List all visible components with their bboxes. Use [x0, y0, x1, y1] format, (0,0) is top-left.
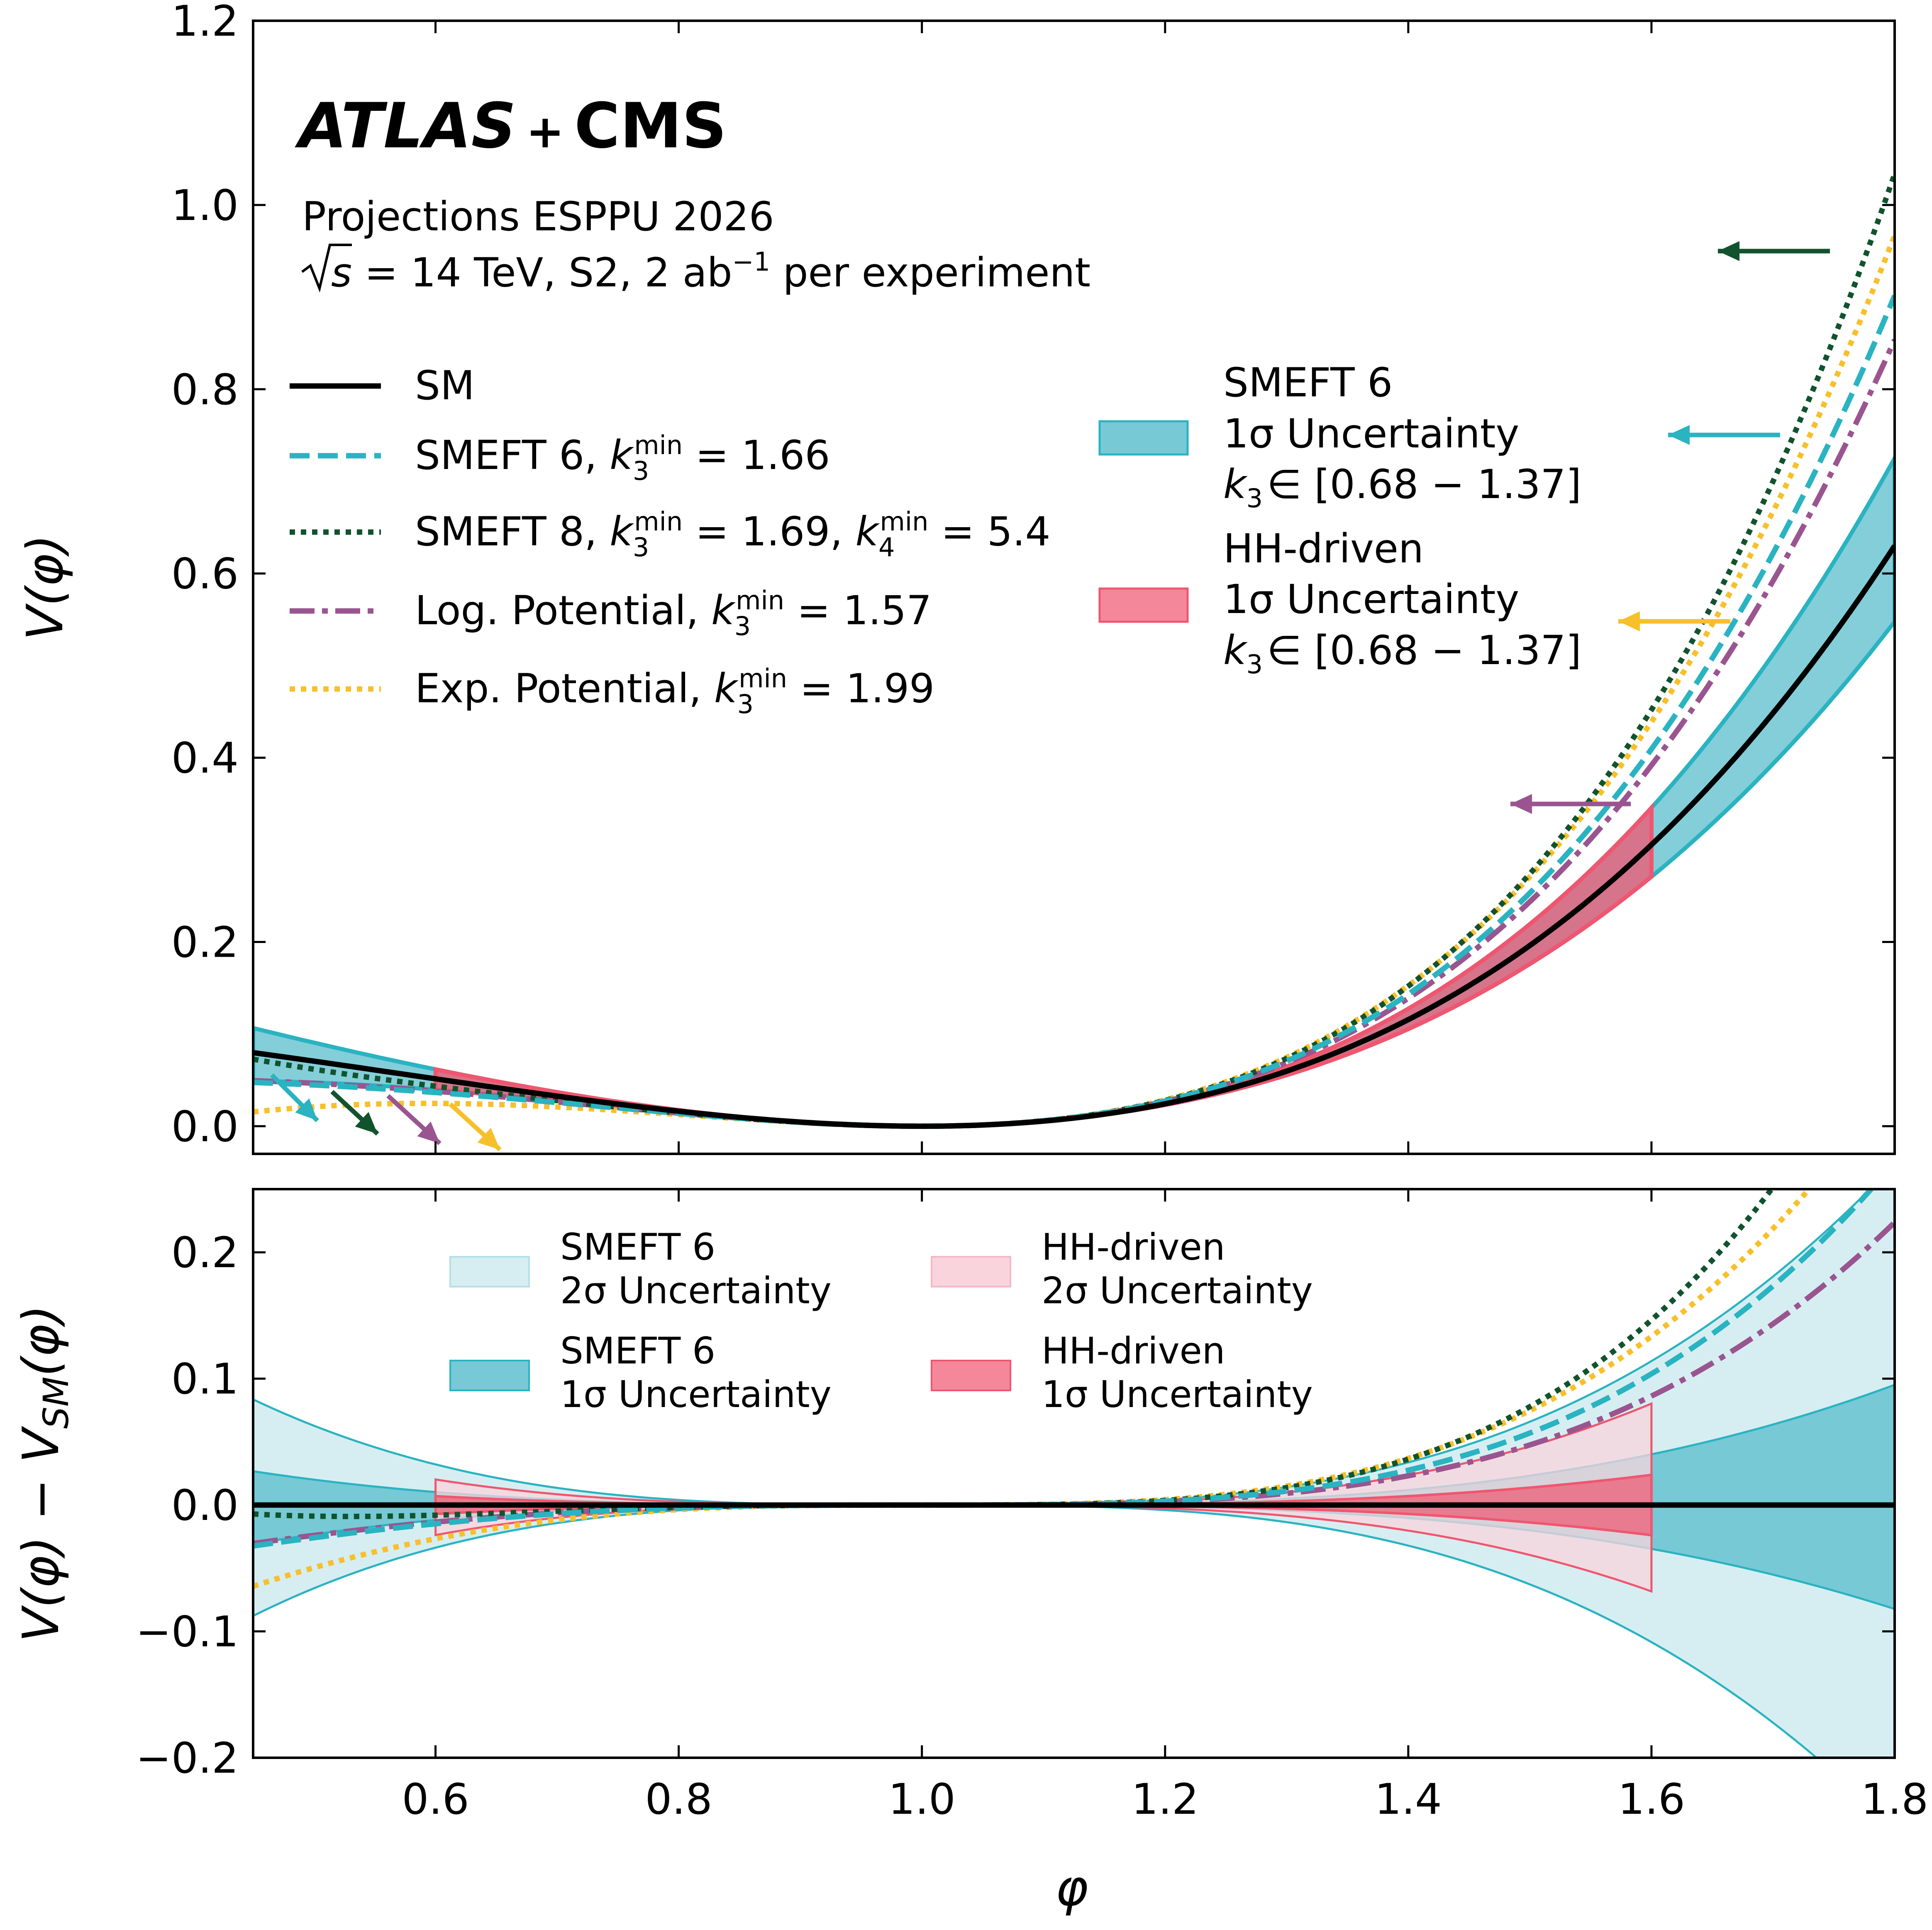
- legend-smeft6-1sigma-line1: SMEFT 6: [560, 1329, 715, 1372]
- x-axis-label: φ: [1055, 1859, 1088, 1917]
- top-legend-lines: SM SMEFT 6, k3min = 1.66 SMEFT 8, k3min …: [290, 362, 1051, 719]
- legend-smeft6-1sigma-line2: 1σ Uncertainty: [560, 1373, 832, 1416]
- legend-label-smeft8: SMEFT 8, k3min = 1.69, k4min = 5.4: [415, 506, 1051, 562]
- x-tick-label: 0.8: [645, 1775, 712, 1824]
- y-tick-label: 1.0: [171, 181, 239, 230]
- legend-label-smeft6: SMEFT 6, k3min = 1.66: [415, 430, 830, 486]
- y-tick-label: 0.1: [171, 1355, 239, 1404]
- y-tick-label: 0.6: [171, 550, 239, 599]
- legend-label-exp-potential: Exp. Potential, k3min = 1.99: [415, 663, 934, 719]
- axis-ticks: 0.6 0.8 1.0 1.2 1.4 1.6 1.8 0.0 0.2 0.4 0.6 0.8 1.0 1…: [136, 0, 1928, 1824]
- y-tick-label: 0.0: [171, 1102, 239, 1151]
- arrow-exp-low-head: [477, 1128, 500, 1150]
- arrow-smeft6-low-head: [295, 1098, 317, 1121]
- y-tick-label: 0.0: [171, 1481, 239, 1530]
- legend-hh-1sigma-line1: HH-driven: [1042, 1329, 1225, 1372]
- arrow-smeft8-head: [1718, 241, 1739, 261]
- legend-swatch-smeft6-band: [1098, 420, 1189, 456]
- legend-band1-line1: SMEFT 6: [1223, 359, 1393, 406]
- top-potential-curves: [253, 173, 1895, 1129]
- legend-band2-line1: HH-driven: [1223, 525, 1424, 572]
- legend-label-log-potential: Log. Potential, k3min = 1.57: [415, 585, 932, 641]
- sqrt-symbol: [301, 244, 352, 293]
- legend-smeft6-2sigma-line1: SMEFT 6: [560, 1226, 715, 1268]
- y-tick-label: 1.2: [171, 0, 239, 46]
- y-tick-label: 0.2: [171, 1228, 239, 1278]
- bottom-y-axis-label: V(φ) − VSM(φ): [12, 1305, 76, 1642]
- curve-smeft-8: [253, 173, 1895, 1129]
- top-arrows: [270, 241, 1830, 1152]
- arrow-smeft6-head: [1668, 425, 1690, 445]
- legend-band2-line2: 1σ Uncertainty: [1223, 576, 1519, 623]
- legend-band2-line3: k3 ∈ [0.68 − 1.37]: [1223, 627, 1581, 679]
- x-tick-label: 1.8: [1861, 1775, 1928, 1824]
- diff-curve-exp-potential: [253, 1189, 1813, 1589]
- arrow-log-low-head: [417, 1121, 440, 1143]
- top-legend-bands: SMEFT 6 1σ Uncertainty k3 ∈ [0.68 − 1.37]…: [1098, 359, 1581, 679]
- legend-hh-1sigma-line2: 1σ Uncertainty: [1042, 1373, 1313, 1416]
- band-smeft-6-1-uncertainty: [253, 454, 1895, 1129]
- x-tick-label: 1.4: [1375, 1775, 1442, 1824]
- y-tick-label: 0.4: [171, 734, 239, 783]
- legend-smeft6-2sigma-line2: 2σ Uncertainty: [560, 1269, 832, 1312]
- top-uncertainty-bands: [253, 454, 1895, 1129]
- band-hh-driven-1-uncertainty: [433, 802, 1654, 1129]
- legend-band1-line3: k3 ∈ [0.68 − 1.37]: [1223, 461, 1581, 513]
- y-tick-label: 0.2: [171, 918, 239, 967]
- legend-hh-2sigma-line1: HH-driven: [1042, 1226, 1225, 1268]
- arrow-exp-potential-head: [1618, 611, 1640, 631]
- x-tick-label: 1.0: [888, 1775, 956, 1824]
- subtitle-projections: Projections ESPPU 2026: [302, 193, 774, 240]
- legend-swatch-hh-band: [1098, 587, 1189, 623]
- legend-swatch-smeft6-1sigma: [449, 1360, 530, 1391]
- experiment-brand: ATLAS + CMS: [295, 90, 727, 162]
- bottom-axes-frame: [252, 1188, 1896, 1759]
- legend-band1-line2: 1σ Uncertainty: [1223, 410, 1519, 457]
- bottom-difference-curves: [253, 1189, 1895, 1589]
- legend-swatch-smeft6-2sigma: [449, 1256, 530, 1287]
- arrow-smeft8-low-head: [355, 1112, 378, 1134]
- legend-swatch-hh-1sigma: [931, 1360, 1011, 1391]
- arrow-log-potential-head: [1510, 794, 1532, 814]
- y-tick-label: 0.8: [171, 365, 239, 415]
- x-tick-label: 1.2: [1132, 1775, 1199, 1824]
- top-y-axis-label: V(φ): [17, 535, 74, 640]
- x-tick-label: 0.6: [402, 1775, 469, 1824]
- legend-hh-2sigma-line2: 2σ Uncertainty: [1042, 1269, 1313, 1312]
- y-tick-label: −0.1: [136, 1608, 239, 1657]
- legend-swatch-hh-2sigma: [931, 1256, 1011, 1287]
- x-tick-label: 1.6: [1618, 1775, 1685, 1824]
- top-axes-frame: [252, 20, 1896, 1155]
- bottom-legend: SMEFT 6 2σ Uncertainty SMEFT 6 1σ Uncert…: [449, 1226, 1313, 1416]
- curve-sm: [253, 544, 1895, 1129]
- subtitle-energy: s = 14 TeV, S2, 2 ab−1 per experiment: [331, 247, 1090, 296]
- legend-label-sm: SM: [415, 362, 475, 409]
- y-tick-label: −0.2: [136, 1734, 239, 1783]
